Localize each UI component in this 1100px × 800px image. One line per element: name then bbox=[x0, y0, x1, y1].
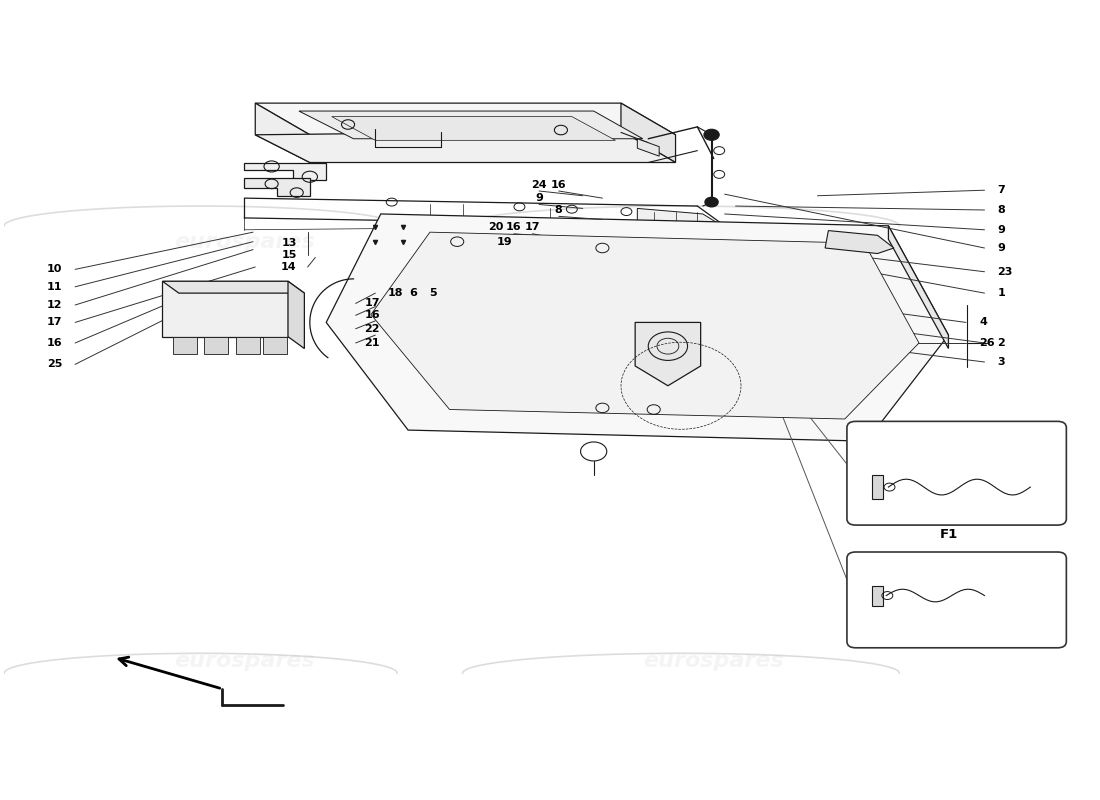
Polygon shape bbox=[163, 282, 305, 293]
Polygon shape bbox=[371, 232, 918, 419]
Text: eurospares: eurospares bbox=[174, 232, 315, 252]
Text: 10: 10 bbox=[46, 264, 62, 274]
Polygon shape bbox=[235, 337, 260, 354]
Text: 22: 22 bbox=[364, 324, 380, 334]
Text: 3: 3 bbox=[998, 357, 1005, 367]
Polygon shape bbox=[263, 337, 287, 354]
Text: 28: 28 bbox=[892, 558, 906, 567]
Text: 16: 16 bbox=[551, 180, 566, 190]
Text: 26: 26 bbox=[979, 338, 994, 348]
Text: 6: 6 bbox=[409, 288, 418, 298]
Text: 23: 23 bbox=[998, 266, 1013, 277]
Text: 9: 9 bbox=[998, 243, 1005, 253]
Text: 21: 21 bbox=[364, 338, 380, 348]
Text: 27: 27 bbox=[942, 558, 956, 567]
Polygon shape bbox=[637, 209, 725, 238]
Text: 19: 19 bbox=[496, 237, 512, 246]
Polygon shape bbox=[621, 103, 675, 162]
Text: 7: 7 bbox=[998, 186, 1005, 195]
Polygon shape bbox=[299, 111, 642, 138]
Text: 17: 17 bbox=[525, 222, 540, 233]
Polygon shape bbox=[244, 178, 310, 196]
Text: eurospares: eurospares bbox=[174, 651, 315, 671]
Polygon shape bbox=[635, 322, 701, 386]
Text: 20: 20 bbox=[487, 222, 503, 233]
Text: 17: 17 bbox=[364, 298, 380, 309]
Text: 8: 8 bbox=[998, 205, 1005, 215]
Polygon shape bbox=[163, 282, 288, 337]
Polygon shape bbox=[478, 234, 594, 258]
Text: 16: 16 bbox=[506, 222, 521, 233]
Text: 16: 16 bbox=[364, 310, 380, 320]
Text: 5: 5 bbox=[429, 288, 437, 298]
FancyBboxPatch shape bbox=[847, 552, 1066, 648]
Text: 8: 8 bbox=[554, 205, 562, 215]
Text: 12: 12 bbox=[46, 300, 62, 310]
Polygon shape bbox=[255, 103, 310, 162]
Polygon shape bbox=[872, 586, 883, 606]
Polygon shape bbox=[332, 117, 616, 140]
Text: 1: 1 bbox=[998, 288, 1005, 298]
Circle shape bbox=[705, 198, 718, 207]
Circle shape bbox=[704, 130, 719, 140]
Polygon shape bbox=[255, 131, 675, 162]
Text: eurospares: eurospares bbox=[644, 651, 784, 671]
Polygon shape bbox=[637, 138, 659, 156]
Text: 2: 2 bbox=[998, 338, 1005, 348]
Polygon shape bbox=[174, 337, 197, 354]
FancyBboxPatch shape bbox=[847, 422, 1066, 525]
Text: 25: 25 bbox=[46, 359, 62, 370]
Text: 16: 16 bbox=[46, 338, 62, 348]
Text: 27: 27 bbox=[942, 426, 956, 437]
Text: 9: 9 bbox=[535, 193, 543, 203]
Text: 24: 24 bbox=[531, 180, 547, 190]
Text: 17: 17 bbox=[46, 318, 62, 327]
Text: 11: 11 bbox=[46, 282, 62, 292]
Text: 14: 14 bbox=[282, 262, 297, 272]
Polygon shape bbox=[255, 103, 675, 134]
Text: F1: F1 bbox=[939, 528, 958, 541]
Polygon shape bbox=[288, 282, 305, 349]
Text: eurospares: eurospares bbox=[644, 232, 784, 252]
Text: 13: 13 bbox=[282, 238, 297, 248]
Text: 18: 18 bbox=[387, 288, 403, 298]
Text: 4: 4 bbox=[979, 318, 987, 327]
Polygon shape bbox=[872, 475, 883, 499]
Polygon shape bbox=[825, 230, 894, 254]
Polygon shape bbox=[327, 214, 948, 441]
Polygon shape bbox=[244, 162, 327, 180]
Polygon shape bbox=[204, 337, 228, 354]
Text: 28: 28 bbox=[892, 426, 906, 437]
Polygon shape bbox=[889, 226, 948, 349]
Text: 15: 15 bbox=[282, 250, 297, 260]
Text: 9: 9 bbox=[998, 225, 1005, 234]
